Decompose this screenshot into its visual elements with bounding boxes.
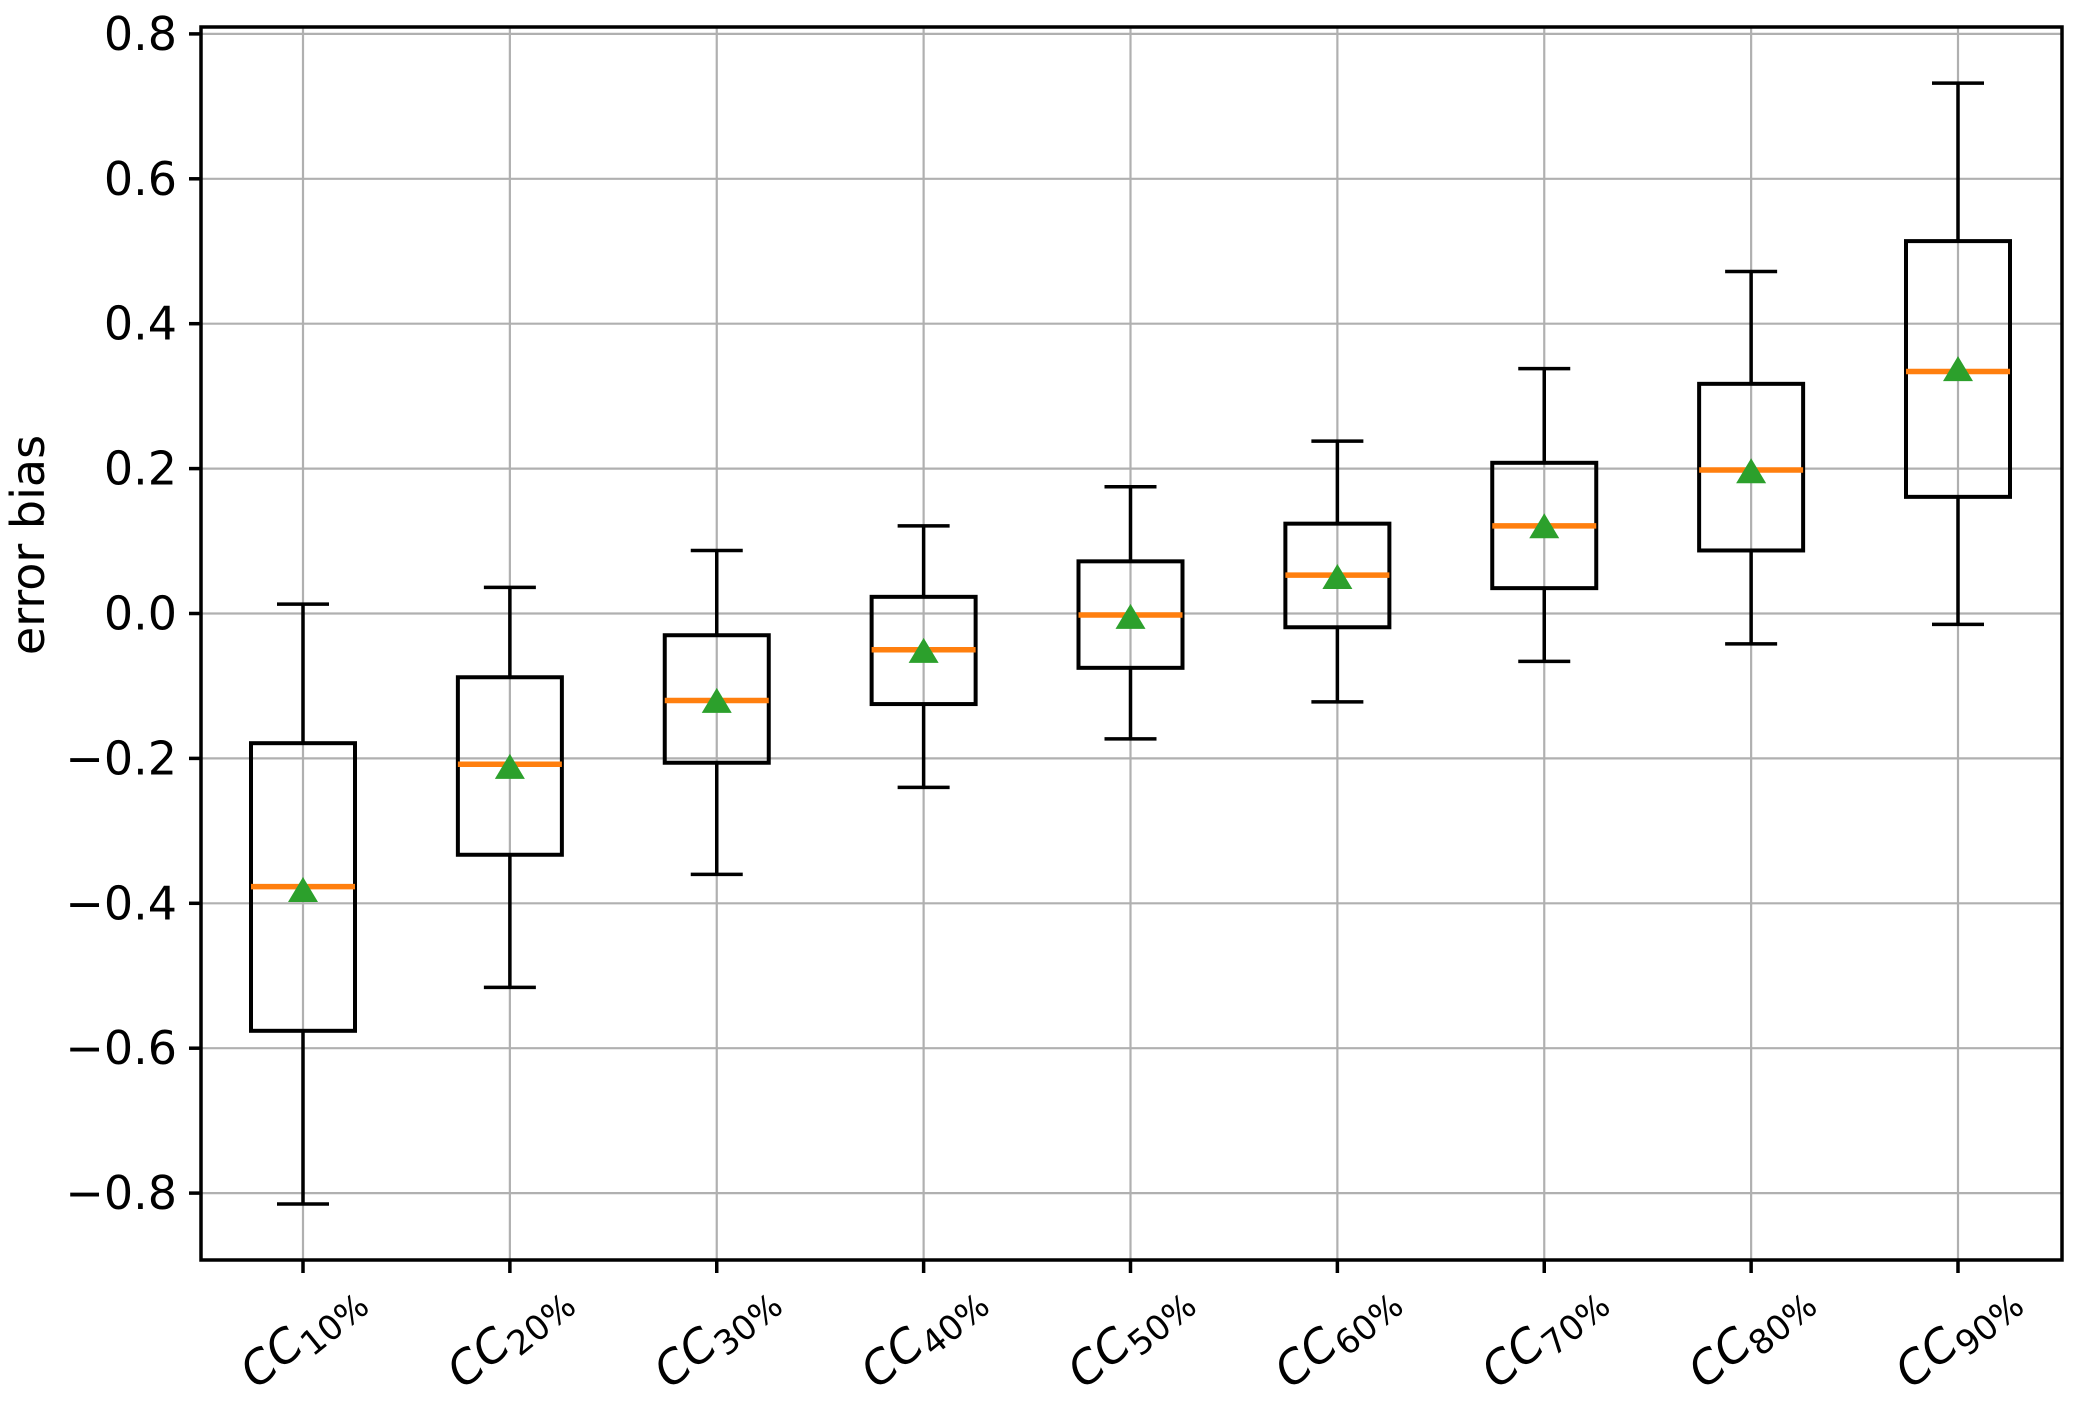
mean-marker: [908, 637, 939, 663]
mean-marker: [1943, 356, 1973, 382]
y-tick-label: −0.6: [65, 1021, 177, 1075]
y-axis: 0.8 0.6 0.4 0.2 0.0 −0.2 −0.4 −0.6 −0.8: [65, 7, 201, 1220]
boxplot-CC70%: [1490, 366, 1599, 664]
boxplot-CC50%: [1076, 484, 1185, 741]
mean-marker: [1736, 458, 1767, 484]
y-axis-title: error bias: [1, 435, 55, 655]
boxplot-CC20%: [455, 585, 564, 990]
y-tick-label: 0.6: [104, 152, 177, 206]
y-tick-label: 0.0: [104, 587, 177, 641]
boxplot-CC40%: [869, 524, 978, 790]
boxplot-CC10%: [249, 602, 357, 1206]
boxplot-series: [249, 81, 2012, 1206]
y-tick-label: −0.8: [65, 1166, 177, 1220]
boxplot-CC80%: [1697, 269, 1806, 646]
mean-marker: [494, 753, 525, 779]
y-tick-label: −0.4: [65, 876, 177, 930]
mean-marker: [1529, 513, 1560, 539]
y-tick-label: −0.2: [65, 731, 177, 785]
mean-marker: [1115, 603, 1146, 629]
boxplot-CC30%: [662, 548, 771, 877]
mean-marker: [1322, 563, 1353, 589]
boxplot-CC60%: [1283, 439, 1392, 704]
y-tick-label: 0.8: [104, 7, 177, 61]
y-tick-label: 0.2: [104, 442, 177, 496]
iqr-box: [1697, 381, 1806, 553]
mean-marker: [701, 687, 732, 713]
y-tick-label: 0.4: [104, 297, 177, 351]
boxplot-CC90%: [1904, 81, 2012, 627]
mean-marker: [288, 876, 318, 902]
